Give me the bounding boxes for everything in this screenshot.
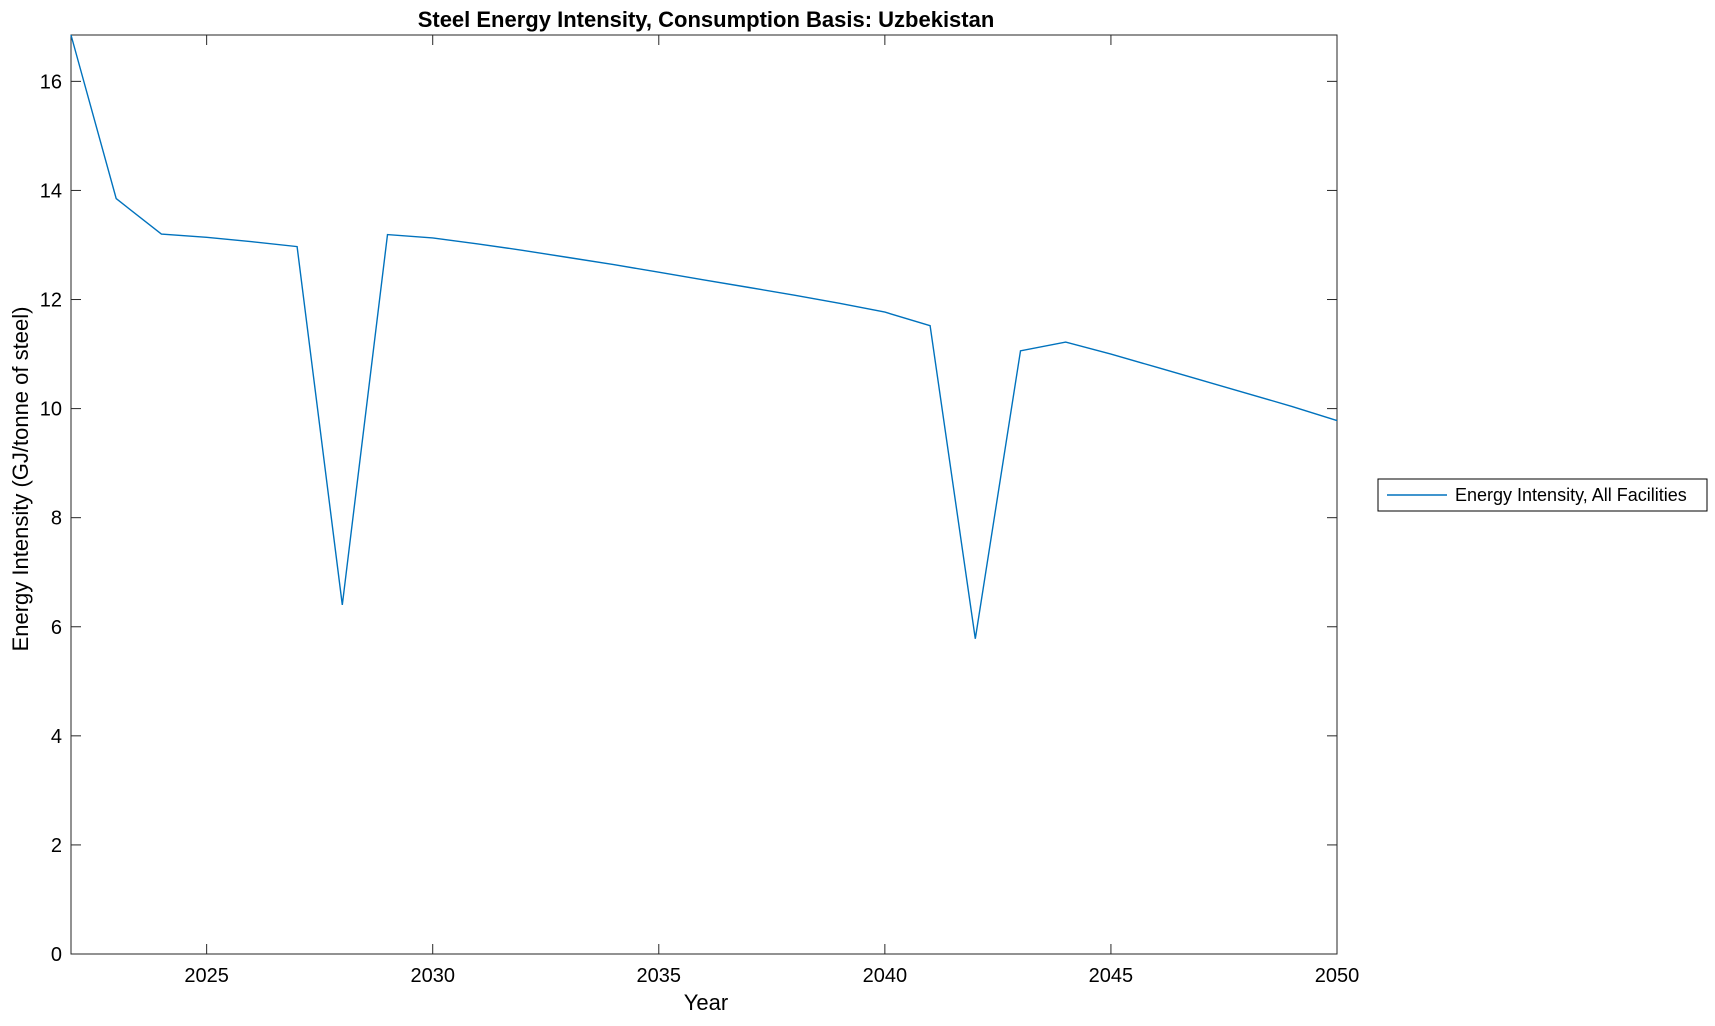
y-axis-title: Energy Intensity (GJ/tonne of steel) (8, 307, 33, 652)
x-tick-label: 2025 (184, 965, 229, 987)
axes-box (70, 34, 1338, 955)
x-tick-label: 2040 (863, 965, 908, 987)
plot-area (70, 34, 1338, 955)
y-tick-label: 16 (40, 71, 62, 93)
x-tick-label: 2035 (637, 965, 682, 987)
y-tick-label: 8 (51, 508, 62, 530)
y-tick-label: 2 (51, 835, 62, 857)
chart-title: Steel Energy Intensity, Consumption Basi… (418, 7, 995, 32)
x-tick-label: 2030 (410, 965, 455, 987)
y-tick-label: 4 (51, 726, 62, 748)
x-tick-label: 2045 (1089, 965, 1134, 987)
y-tick-label: 0 (51, 944, 62, 966)
legend-label: Energy Intensity, All Facilities (1455, 485, 1687, 505)
axis-ticks: 2025 2030 2035 2040 2045 2050 0 2 4 6 8 10 12 14 16 (40, 35, 1360, 987)
y-tick-label: 6 (51, 617, 62, 639)
x-tick-label: 2050 (1315, 965, 1360, 987)
series-line-0 (70, 34, 1338, 639)
y-tick-label: 10 (40, 399, 62, 421)
x-axis-title: Year (684, 990, 728, 1015)
legend: Energy Intensity, All Facilities (1377, 478, 1708, 512)
y-tick-label: 12 (40, 290, 62, 312)
y-tick-label: 14 (40, 180, 62, 202)
